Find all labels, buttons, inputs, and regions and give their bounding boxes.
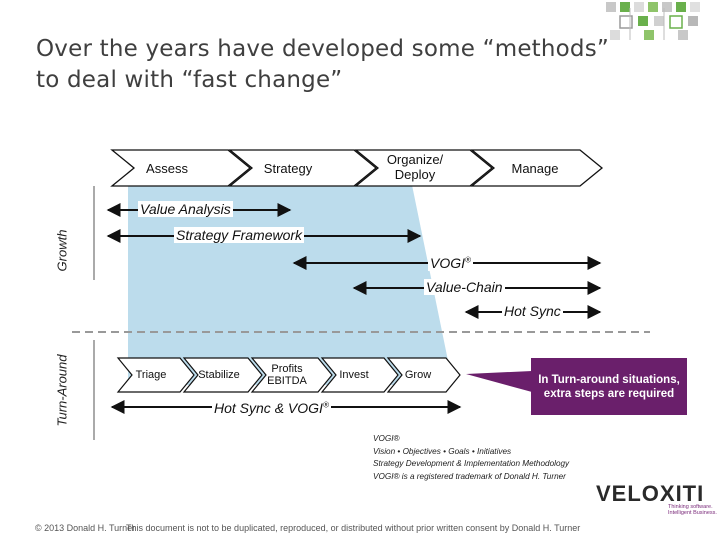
chevron-profits <box>250 357 333 393</box>
step-triage-label: Triage <box>135 369 167 381</box>
strategy-framework-label: Strategy Framework <box>174 227 305 243</box>
phase-strategy-label: Strategy <box>263 161 313 176</box>
footnote-line-2: Vision • Objectives • Goals • Initiative… <box>373 446 512 456</box>
logo-tagline: Thinking software. Intelligent Business. <box>668 504 717 516</box>
chevron-triage <box>116 357 195 393</box>
vogi-reg-mark: ® <box>465 255 471 265</box>
chevron-stabilize <box>182 357 263 393</box>
vogi-footnote: VOGI® Vision • Objectives • Goals • Init… <box>373 433 569 483</box>
phase-assess-label: Assess <box>146 161 188 176</box>
callout-text: In Turn-around situations, extra steps a… <box>538 373 680 400</box>
chevron-grow <box>386 357 461 393</box>
decorative-squares-graphic <box>606 2 700 40</box>
growth-label: Growth <box>54 229 70 272</box>
phase-organize-label: Organize/ Deploy <box>380 152 450 182</box>
chevron-invest <box>320 357 399 393</box>
chevron-strategy <box>228 149 378 187</box>
hot-sync-vogi-reg-mark: ® <box>322 400 329 410</box>
hot-sync-vogi-label: Hot Sync & VOGI® <box>212 400 331 416</box>
phase-organize-line2: Deploy <box>394 167 436 182</box>
veloxiti-logo: VELOXITI <box>596 481 705 506</box>
value-analysis-label: Value Analysis <box>138 201 233 217</box>
hot-sync-label: Hot Sync <box>502 303 563 319</box>
phase-manage-label: Manage <box>511 161 559 176</box>
footnote-line-4: VOGI® is a registered trademark of Donal… <box>373 471 566 481</box>
page-title: Over the years have developed some “meth… <box>36 34 676 96</box>
callout-pointer <box>466 371 532 392</box>
title-line-1: Over the years have developed some “meth… <box>36 36 610 62</box>
phase-organize-line1: Organize/ <box>386 152 444 167</box>
chevron-assess <box>110 149 252 187</box>
vogi-text: VOGI <box>430 255 466 271</box>
copyright-text: © 2013 Donald H. Turner <box>35 523 136 533</box>
footnote-line-3: Strategy Development & Implementation Me… <box>373 459 570 468</box>
value-chain-label: Value-Chain <box>424 279 505 295</box>
turnaround-callout: In Turn-around situations, extra steps a… <box>531 358 687 415</box>
disclaimer-text: This document is not to be duplicated, r… <box>126 523 581 533</box>
logo-tagline-1: Thinking software. <box>668 504 713 510</box>
chevron-manage <box>470 149 604 187</box>
step-stabilize-label: Stabilize <box>198 369 240 381</box>
step-grow-label: Grow <box>404 369 432 381</box>
footnote-line-1: VOGI® <box>373 434 400 443</box>
turnaround-chevrons <box>116 357 461 393</box>
hot-sync-vogi-text: Hot Sync & VOGI <box>214 400 323 416</box>
step-profits-label: Profits EBITDA <box>262 363 312 387</box>
chevron-organize <box>354 149 494 187</box>
vogi-label: VOGI® <box>428 255 473 271</box>
step-invest-label: Invest <box>339 369 369 381</box>
step-profits-line2: EBITDA <box>267 375 307 387</box>
turnaround-label: Turn-Around <box>54 354 70 427</box>
logo-tagline-2: Intelligent Business. <box>668 510 717 516</box>
step-profits-line1: Profits <box>271 363 303 375</box>
title-line-2: to deal with “fast change” <box>36 67 343 93</box>
phase-chevrons <box>110 149 604 187</box>
